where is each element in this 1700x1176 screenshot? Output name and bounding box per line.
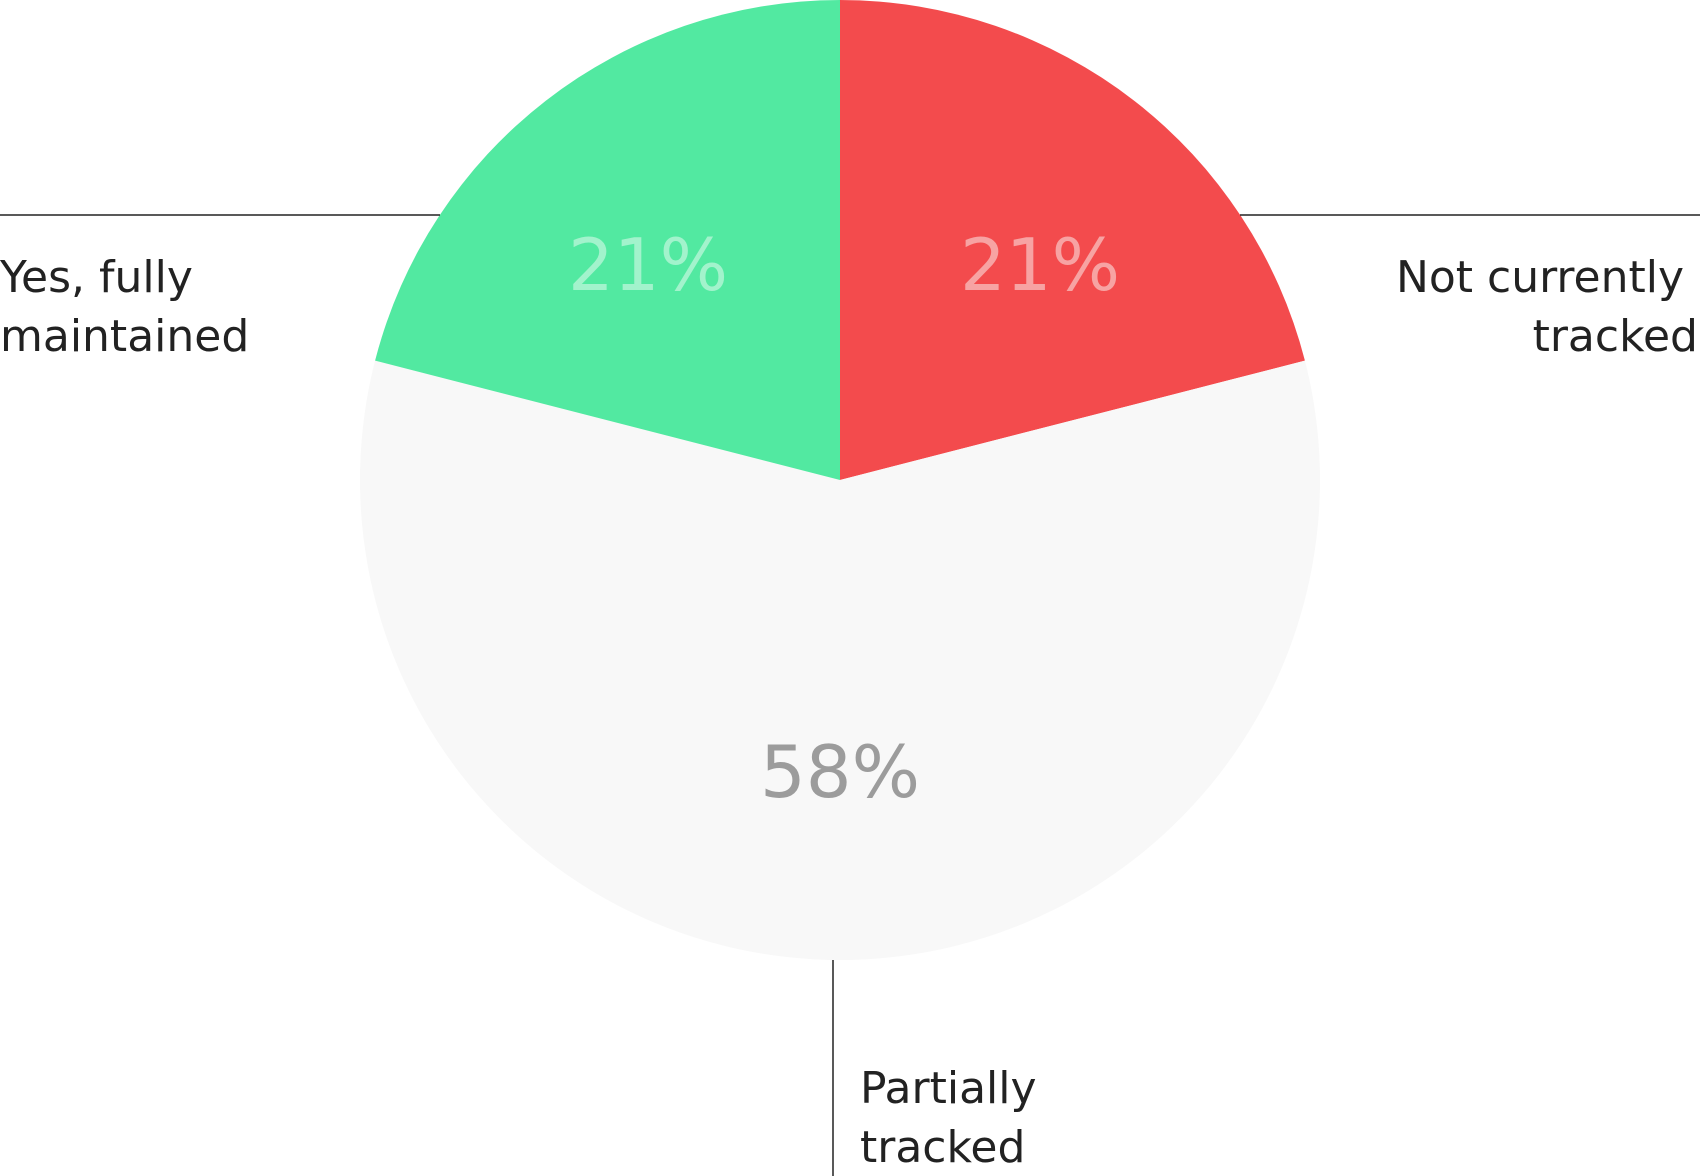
category-label-fully-line-1: Yes, fully — [0, 252, 193, 303]
value-label-fully: 21% — [568, 223, 728, 307]
category-label-not-tracked-line-1: Not currently — [1396, 252, 1684, 303]
pie-slice-not-tracked — [840, 0, 1305, 480]
category-label-fully: Yes, fully maintained — [0, 252, 249, 362]
pie-slice-partial — [360, 360, 1320, 961]
category-label-not-tracked: Not currently tracked — [1396, 252, 1698, 362]
category-label-partial-line-2: tracked — [860, 1122, 1025, 1173]
pie-slice-fully — [375, 0, 840, 480]
category-label-fully-line-2: maintained — [0, 311, 249, 362]
pie-value-labels: 21% 58% 21% — [568, 223, 1120, 814]
category-label-partial-line-1: Partially — [860, 1063, 1037, 1114]
category-label-not-tracked-line-2: tracked — [1533, 311, 1698, 362]
value-label-not-tracked: 21% — [960, 223, 1120, 307]
category-label-partial: Partially tracked — [860, 1063, 1051, 1173]
category-labels: Yes, fully maintained Not currently trac… — [0, 252, 1698, 1173]
leader-lines — [0, 214, 1700, 1176]
pie-slices — [360, 0, 1320, 961]
value-label-partial: 58% — [760, 730, 920, 814]
